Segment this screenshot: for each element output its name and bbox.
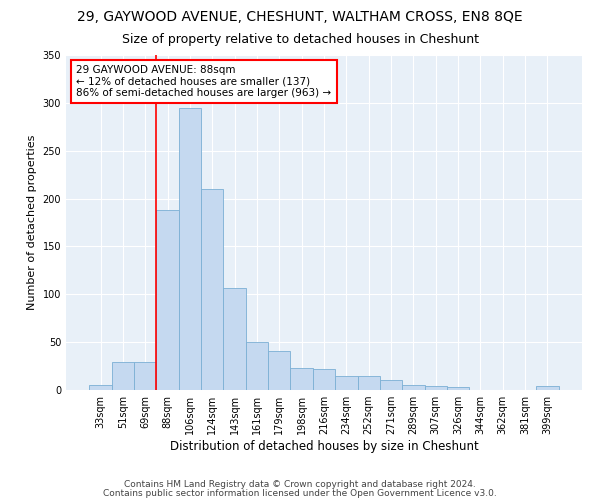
Bar (358, 376, 380, 390)
Bar (290, 368, 313, 390)
Text: 29, GAYWOOD AVENUE, CHESHUNT, WALTHAM CROSS, EN8 8QE: 29, GAYWOOD AVENUE, CHESHUNT, WALTHAM CR… (77, 10, 523, 24)
Bar (246, 342, 268, 390)
Bar (134, 362, 157, 390)
X-axis label: Distribution of detached houses by size in Cheshunt: Distribution of detached houses by size … (170, 440, 478, 453)
Bar (380, 380, 402, 390)
Bar (425, 386, 447, 390)
Text: Contains public sector information licensed under the Open Government Licence v3: Contains public sector information licen… (103, 488, 497, 498)
Bar (89, 385, 112, 390)
Text: 29 GAYWOOD AVENUE: 88sqm
← 12% of detached houses are smaller (137)
86% of semi-: 29 GAYWOOD AVENUE: 88sqm ← 12% of detach… (76, 65, 331, 98)
Bar (179, 108, 201, 390)
Bar (313, 369, 335, 390)
Bar (402, 385, 425, 390)
Y-axis label: Number of detached properties: Number of detached properties (27, 135, 37, 310)
Bar (223, 288, 246, 390)
Bar (335, 376, 358, 390)
Bar (157, 210, 179, 390)
Bar (201, 189, 223, 390)
Bar (268, 351, 290, 390)
Bar (536, 386, 559, 390)
Text: Size of property relative to detached houses in Cheshunt: Size of property relative to detached ho… (121, 32, 479, 46)
Bar (447, 387, 469, 390)
Text: Contains HM Land Registry data © Crown copyright and database right 2024.: Contains HM Land Registry data © Crown c… (124, 480, 476, 489)
Bar (112, 362, 134, 390)
